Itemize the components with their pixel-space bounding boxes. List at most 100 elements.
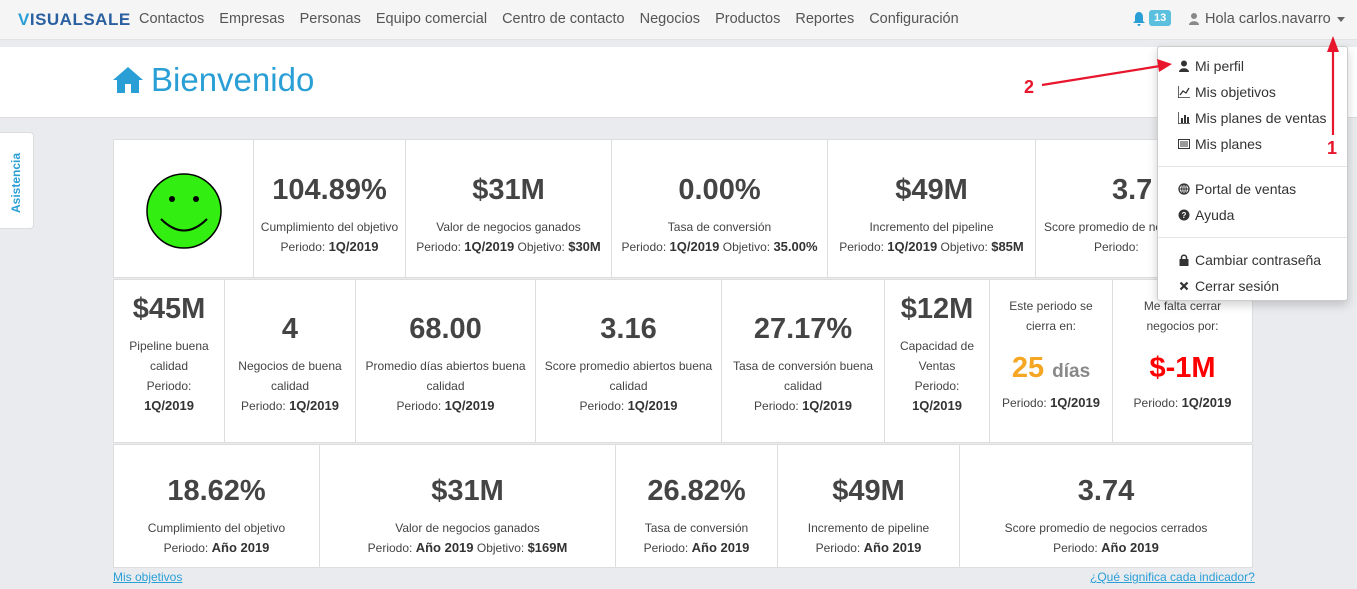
kpi-card: 3.74 Score promedio de negocios cerrados…	[960, 445, 1252, 567]
kpi-period: Periodo: 1Q/2019	[241, 398, 339, 413]
user-icon	[1189, 13, 1199, 25]
kpi-label: Negocios de buena	[238, 359, 342, 373]
kpi-card: 68.00 Promedio días abiertos buena calid…	[356, 280, 536, 442]
kpi-label: calidad	[426, 379, 465, 393]
smiley-face-icon	[146, 173, 222, 249]
asistencia-tab[interactable]: Asistencia	[0, 132, 34, 229]
kpi-card: $12M Capacidad de Ventas Periodo: 1Q/201…	[885, 280, 990, 442]
kpi-label: Este periodo se	[1009, 299, 1093, 313]
menu-divider	[1158, 166, 1347, 167]
kpi-row-quality: $45M Pipeline buena calidad Periodo: 1Q/…	[113, 279, 1253, 443]
kpi-card: 26.82% Tasa de conversión Periodo: Año 2…	[616, 445, 778, 567]
kpi-label: Valor de negocios ganados	[395, 521, 540, 535]
kpi-value: $31M	[431, 475, 504, 507]
kpi-label: calidad	[270, 379, 310, 393]
logo[interactable]: VISUALSALE	[18, 10, 131, 29]
kpi-label: cierra en:	[1025, 319, 1077, 333]
kpi-period: 1Q/2019	[144, 398, 194, 413]
menu-item-mis-objetivos[interactable]: Mis objetivos	[1178, 84, 1276, 100]
nav-productos[interactable]: Productos	[715, 11, 781, 27]
user-dropdown-menu: Mi perfil Mis objetivos Mis planes de ve…	[1157, 46, 1348, 301]
kpi-label: Cumplimiento del objetivo	[147, 521, 286, 535]
kpi-label: Pipeline buena	[129, 339, 209, 353]
kpi-period: Periodo: 1Q/2019	[579, 398, 678, 413]
kpi-label: calidad	[609, 379, 648, 393]
kpi-label: Capacidad de	[899, 339, 975, 353]
page-header: Bienvenido	[0, 47, 1357, 118]
nav-personas[interactable]: Personas	[299, 11, 361, 27]
kpi-value: 27.17%	[753, 313, 853, 345]
kpi-label: Tasa de conversión buena	[732, 359, 874, 373]
kpi-value: $49M	[832, 475, 905, 507]
kpi-value: 3.7	[1112, 174, 1153, 206]
days-remaining: 25 días	[1011, 352, 1091, 384]
kpi-label: Ventas	[918, 359, 956, 373]
kpi-card: $31M Valor de negocios ganados Periodo: …	[320, 445, 616, 567]
kpi-value: $49M	[895, 174, 968, 206]
kpi-period: Periodo: 1Q/2019	[754, 398, 852, 413]
kpi-value: 26.82%	[647, 475, 746, 507]
kpi-label: Tasa de conversión	[644, 521, 749, 535]
kpi-label: Me falta cerrar	[1143, 299, 1222, 313]
mis-objetivos-link[interactable]: Mis objetivos	[113, 570, 183, 584]
kpi-value: 3.74	[1077, 475, 1135, 507]
kpi-label: negocios por:	[1146, 319, 1219, 333]
bell-icon[interactable]	[1133, 12, 1145, 26]
kpi-card: 27.17% Tasa de conversión buena calidad …	[722, 280, 885, 442]
kpi-label: Valor de negocios ganados	[436, 220, 581, 234]
kpi-label: calidad	[783, 379, 823, 393]
main-nav: Contactos Empresas Personas Equipo comer…	[139, 0, 974, 40]
nav-empresas[interactable]: Empresas	[219, 11, 285, 27]
kpi-period: Periodo:	[1094, 240, 1139, 254]
menu-divider	[1158, 237, 1347, 238]
nav-reportes[interactable]: Reportes	[795, 11, 855, 27]
kpi-label: Incremento de pipeline	[807, 521, 930, 535]
nav-contactos[interactable]: Contactos	[139, 11, 205, 27]
kpi-card: 3.7 Score promedio de ne Periodo:	[1036, 140, 1252, 277]
kpi-period: 1Q/2019	[912, 398, 962, 413]
kpi-label: Score promedio de negocios cerrados	[1004, 521, 1208, 535]
nav-negocios[interactable]: Negocios	[639, 11, 701, 27]
menu-item-cambiar-contrasena[interactable]: Cambiar contraseña	[1178, 252, 1321, 268]
kpi-card: $49M Incremento del pipeline Periodo: 1Q…	[828, 140, 1036, 277]
user-icon	[1179, 60, 1189, 72]
bar-chart-icon	[1178, 112, 1190, 124]
menu-item-mis-planes[interactable]: Mis planes	[1178, 136, 1262, 152]
nav-configuracion[interactable]: Configuración	[869, 11, 959, 27]
indicator-help-link[interactable]: ¿Qué significa cada indicador?	[1090, 570, 1255, 584]
top-navbar: VISUALSALE Contactos Empresas Personas E…	[0, 0, 1357, 40]
kpi-label: Score promedio de ne	[1044, 220, 1163, 234]
kpi-period: Periodo: Año 2019 Objetivo: $169M	[367, 540, 568, 555]
user-menu-toggle[interactable]: Hola carlos.navarro	[1189, 11, 1345, 27]
kpi-period: Periodo: Año 2019	[815, 540, 922, 555]
nav-centro-de-contacto[interactable]: Centro de contacto	[502, 11, 625, 27]
notification-badge[interactable]: 13	[1149, 10, 1172, 26]
globe-icon	[1178, 183, 1190, 195]
kpi-card: $45M Pipeline buena calidad Periodo: 1Q/…	[114, 280, 225, 442]
kpi-period: Periodo: 1Q/2019	[280, 239, 379, 254]
menu-item-ayuda[interactable]: ? Ayuda	[1178, 207, 1234, 223]
kpi-value: $31M	[472, 174, 545, 206]
kpi-value: 0.00%	[678, 174, 761, 206]
list-alt-icon	[1178, 139, 1190, 149]
svg-text:?: ?	[1182, 211, 1187, 220]
kpi-card: $31M Valor de negocios ganados Periodo: …	[406, 140, 612, 277]
menu-item-mi-perfil[interactable]: Mi perfil	[1178, 58, 1244, 74]
nav-equipo-comercial[interactable]: Equipo comercial	[375, 11, 488, 27]
menu-item-portal-de-ventas[interactable]: Portal de ventas	[1178, 181, 1296, 197]
line-chart-icon	[1178, 86, 1190, 98]
menu-item-cerrar-sesion[interactable]: Cerrar sesión	[1178, 278, 1279, 294]
kpi-row-quarter: 104.89% Cumplimiento del objetivo Period…	[113, 139, 1253, 278]
kpi-value: 68.00	[409, 313, 482, 345]
question-circle-icon: ?	[1178, 209, 1190, 221]
menu-item-mis-planes-de-ventas[interactable]: Mis planes de ventas	[1178, 110, 1327, 126]
remaining-value: $-1M	[1149, 352, 1216, 384]
kpi-value: 18.62%	[167, 475, 266, 507]
kpi-period: Periodo: Año 2019	[643, 540, 750, 555]
kpi-card: 0.00% Tasa de conversión Periodo: 1Q/201…	[612, 140, 828, 277]
kpi-row-year: 18.62% Cumplimiento del objetivo Periodo…	[113, 444, 1253, 568]
kpi-period: Periodo: 1Q/2019 Objetivo: 35.00%	[621, 239, 818, 254]
mood-cell	[114, 140, 254, 277]
remaining-card: Me falta cerrar negocios por: $-1M Perio…	[1113, 280, 1252, 442]
kpi-label: Score promedio abiertos buena	[544, 359, 713, 373]
